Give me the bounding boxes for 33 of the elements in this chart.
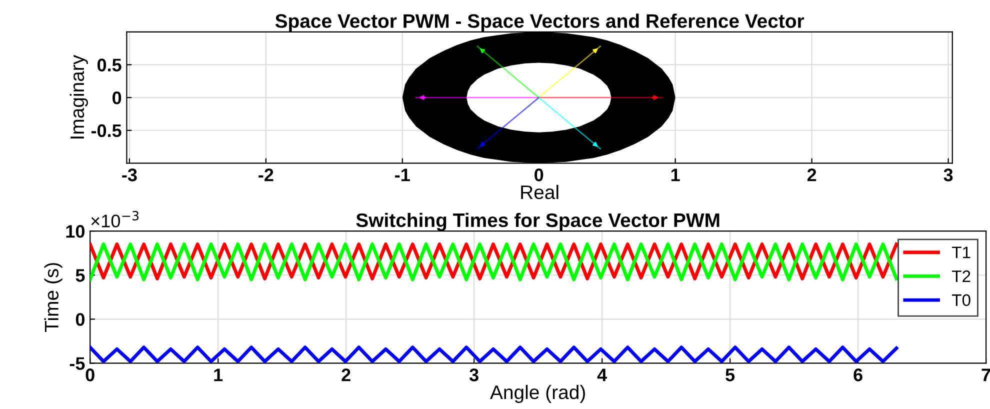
- x-tick-label: 2: [807, 168, 816, 182]
- y-tick-label: -0.5: [91, 124, 122, 138]
- y-axis-title: Imaginary: [70, 54, 88, 138]
- y-tick-label: 10: [66, 225, 84, 238]
- x-tick-label: 2: [342, 368, 350, 382]
- y-tick-label: 0: [76, 313, 84, 326]
- x-tick-label: 5: [726, 368, 735, 382]
- y-tick-label: 0.5: [97, 58, 122, 72]
- x-axis-title: Real: [521, 184, 558, 200]
- x-tick-label: 3: [944, 168, 953, 182]
- x-tick-label: 3: [469, 368, 478, 382]
- chart-title: Space Vector PWM - Space Vectors and Reference Vector: [275, 14, 804, 32]
- x-tick-label: -3: [122, 168, 137, 182]
- x-tick-label: -1: [395, 168, 410, 182]
- x-axis-title: Angle (rad): [490, 384, 585, 404]
- text: ×10$^{−3}$: [91, 210, 139, 228]
- y-axis-title: Time (s): [44, 263, 62, 332]
- x-tick-label: 1: [671, 168, 680, 182]
- y-tick-label: 5: [76, 269, 85, 282]
- x-tick-label: 1: [214, 368, 223, 382]
- legend-label: T0: [952, 294, 970, 306]
- x-tick-label: 0: [534, 168, 544, 182]
- legend-label: T1: [952, 246, 970, 258]
- x-tick-label: 0: [86, 368, 94, 382]
- chart-title: Switching Times for Space Vector PWM: [356, 212, 720, 232]
- line-series: [90, 346, 898, 364]
- legend-label: T2: [952, 270, 970, 282]
- x-tick-label: 4: [597, 368, 607, 382]
- x-tick-label: 7: [982, 368, 990, 382]
- x-tick-label: 6: [854, 368, 862, 382]
- y-tick-label: -5: [70, 357, 85, 370]
- y-tick-label: 0: [112, 91, 122, 104]
- x-tick-label: -2: [258, 168, 274, 182]
